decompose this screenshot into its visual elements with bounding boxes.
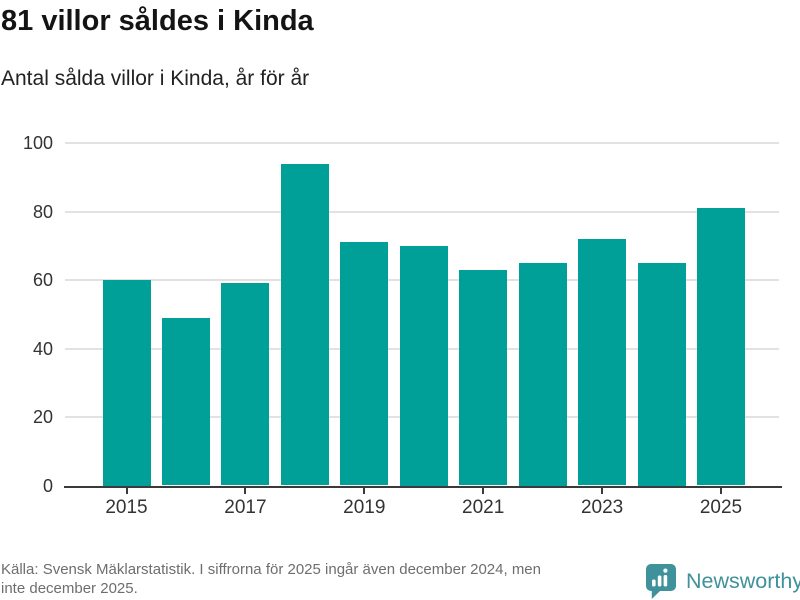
bar-2025: [697, 208, 745, 486]
y-tick-label-100: 100: [22, 133, 53, 153]
bar-2023: [578, 238, 627, 486]
x-tick-label-2015: 2015: [105, 497, 148, 518]
newsworthy-bubble-chart-icon: [645, 563, 677, 599]
x-tick-mark-2017: [244, 488, 247, 494]
x-tick-mark-2023: [601, 488, 604, 494]
bar-2018: [280, 163, 329, 486]
x-tick-label-2019: 2019: [343, 497, 386, 518]
newsworthy-logo: Newsworthy: [645, 562, 800, 600]
x-tick-label-2021: 2021: [462, 497, 505, 518]
bar-2016: [161, 317, 210, 486]
y-tick-label-20: 20: [32, 407, 53, 427]
x-axis-line: [64, 485, 782, 488]
y-tick-label-0: 0: [42, 475, 53, 496]
newsworthy-logo-text: Newsworthy: [686, 568, 800, 593]
y-tick-label-60: 60: [32, 270, 53, 290]
bar-2024: [637, 262, 686, 486]
bar-2021: [459, 269, 508, 486]
chart-title: 81 villor såldes i Kinda: [1, 5, 314, 37]
y-gridline-100: [65, 142, 779, 144]
x-tick-mark-2021: [482, 488, 485, 494]
x-tick-label-2023: 2023: [580, 497, 624, 518]
chart-subtitle: Antal sålda villor i Kinda, år för år: [1, 67, 310, 90]
source-note-line1: Källa: Svensk Mäklarstatistik. I siffror…: [1, 561, 541, 578]
y-gridline-80: [65, 210, 779, 213]
y-tick-label-40: 40: [32, 338, 53, 359]
x-tick-mark-2019: [363, 488, 366, 494]
x-tick-label-2025: 2025: [699, 497, 743, 518]
bar-2020: [399, 245, 448, 486]
bar-2017: [221, 283, 270, 486]
bar-2022: [518, 262, 567, 486]
bar-2019: [340, 242, 389, 486]
bar-2015: [102, 280, 151, 486]
x-tick-mark-2015: [125, 488, 128, 494]
source-note-line2: inte december 2025.: [1, 580, 138, 597]
y-tick-label-80: 80: [32, 201, 53, 222]
x-tick-mark-2025: [720, 488, 722, 494]
source-note: Källa: Svensk Mäklarstatistik. I siffror…: [1, 560, 646, 598]
x-tick-label-2017: 2017: [224, 497, 267, 518]
